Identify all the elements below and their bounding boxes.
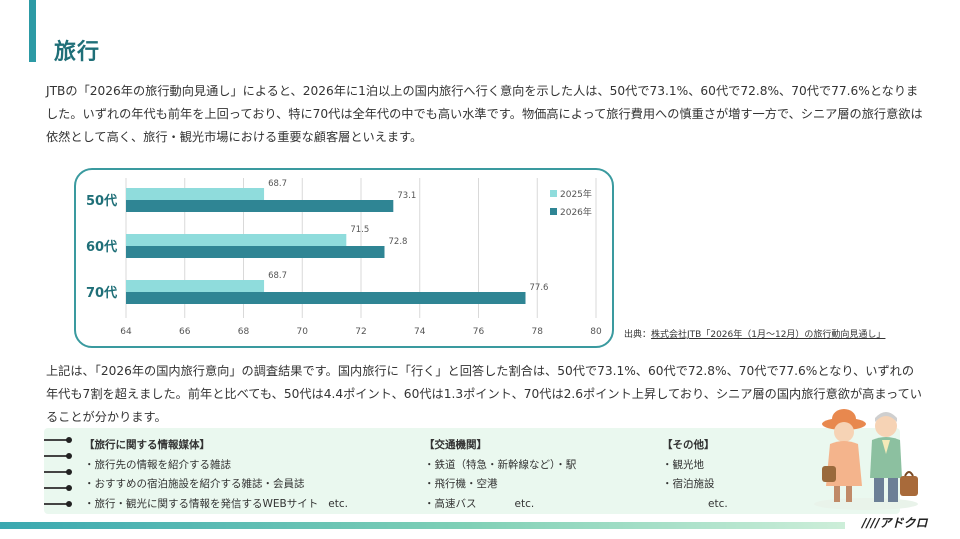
- data-label: 72.8: [389, 237, 408, 247]
- source-citation: 出典：株式会社JTB「2026年（1月〜12月）の旅行動向見通し」: [624, 327, 885, 340]
- list-item: ・飛行機・空港: [424, 478, 498, 490]
- bar: [126, 246, 385, 258]
- summary-paragraph: 上記は、「2026年の国内旅行意向」の調査結果です。国内旅行に「行く」と回答した…: [46, 364, 922, 424]
- legend-label: 2026年: [560, 206, 592, 218]
- data-label: 73.1: [397, 191, 416, 201]
- data-label: 68.7: [268, 271, 287, 281]
- list-item: etc.: [708, 497, 728, 510]
- x-tick-label: 66: [179, 327, 191, 337]
- list-item: ・宿泊施設: [662, 478, 715, 490]
- media-info-box: [44, 428, 900, 514]
- page-title: 旅行: [54, 40, 101, 65]
- etc-label: etc.: [328, 497, 348, 510]
- data-label: 68.7: [268, 179, 287, 189]
- list-item-text: ・高速バス: [424, 497, 477, 510]
- x-tick-label: 78: [532, 327, 544, 337]
- category-label: 70代: [86, 285, 117, 301]
- x-tick-label: 72: [355, 327, 366, 337]
- list-item: ・おすすめの宿泊施設を紹介する雑誌・会員誌: [84, 478, 305, 490]
- column-heading: 【交通機関】: [424, 439, 487, 451]
- list-item: ・旅行・観光に関する情報を発信するWEBサイト etc.: [84, 495, 404, 515]
- legend-label: 2025年: [560, 188, 592, 200]
- etc-label: etc.: [514, 497, 535, 510]
- accent-bar: [29, 0, 36, 62]
- column-heading: 【旅行に関する情報媒体】: [84, 439, 210, 451]
- bar: [126, 188, 265, 200]
- list-item: ・高速バス etc.: [424, 495, 644, 515]
- bar: [126, 280, 265, 292]
- brand-logo: ////アドクロ: [862, 516, 928, 530]
- list-item-text: ・旅行・観光に関する情報を発信するWEBサイト: [84, 497, 319, 510]
- bar-chart: 64 66 68 70 72 74 76 78 80 50代 68.7 73.1 60代 71.5 72.8…: [86, 178, 602, 337]
- x-tick-label: 76: [473, 327, 485, 337]
- bar: [126, 200, 394, 212]
- media-column-info: 【旅行に関する情報媒体】 ・旅行先の情報を紹介する雑誌 ・おすすめの宿泊施設を紹…: [84, 436, 404, 514]
- category-label: 50代: [86, 193, 117, 209]
- intro-paragraph: JTBの「2026年の旅行動向見通し」によると、2026年に1泊以上の国内旅行へ…: [46, 84, 923, 144]
- list-item: ・観光地: [662, 458, 704, 471]
- binder-ring: [44, 485, 72, 491]
- data-label: 77.6: [530, 283, 549, 293]
- media-column-other: 【その他】 ・観光地 ・宿泊施設 etc.: [662, 436, 792, 514]
- x-tick-label: 64: [120, 327, 132, 337]
- legend-swatch: [550, 208, 557, 215]
- source-link[interactable]: 株式会社JTB「2026年（1月〜12月）の旅行動向見通し」: [651, 330, 886, 340]
- list-item: ・鉄道（特急・新幹線など）・駅: [424, 458, 577, 471]
- binder-ring: [44, 501, 72, 507]
- data-label: 71.5: [350, 225, 369, 235]
- x-tick-label: 70: [297, 327, 309, 337]
- x-tick-label: 74: [414, 327, 426, 337]
- bar: [126, 234, 347, 246]
- media-column-transport: 【交通機関】 ・鉄道（特急・新幹線など）・駅 ・飛行機・空港 ・高速バス etc.: [424, 436, 644, 514]
- binder-ring: [44, 437, 72, 443]
- legend-swatch: [550, 190, 557, 197]
- bar: [126, 292, 526, 304]
- binder-ring: [44, 469, 72, 475]
- footer-bar: [0, 522, 845, 529]
- column-heading: 【その他】: [662, 439, 715, 451]
- source-prefix: 出典：: [624, 330, 652, 340]
- list-item: ・旅行先の情報を紹介する雑誌: [84, 458, 231, 471]
- chart-card: 64 66 68 70 72 74 76 78 80 50代 68.7 73.1 60代 71.5 72.8…: [74, 168, 614, 348]
- binder-ring: [44, 453, 72, 459]
- category-label: 60代: [86, 239, 117, 255]
- x-tick-label: 80: [590, 327, 602, 337]
- x-tick-label: 68: [238, 327, 250, 337]
- senior-couple-travel-icon: [814, 409, 918, 510]
